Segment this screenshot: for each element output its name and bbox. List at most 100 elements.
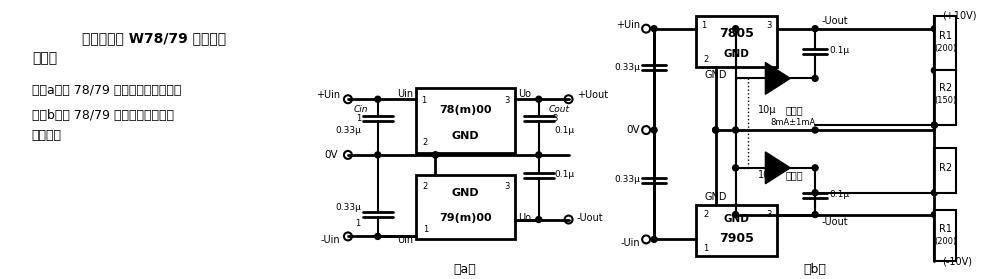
Text: 0V: 0V	[324, 150, 338, 160]
Text: 3: 3	[767, 210, 772, 219]
Circle shape	[375, 96, 381, 102]
Text: R2: R2	[939, 163, 952, 173]
Circle shape	[651, 26, 657, 32]
Text: 0.1μ: 0.1μ	[829, 190, 849, 199]
Text: -Uin: -Uin	[621, 238, 640, 248]
Text: -Uin: -Uin	[320, 235, 340, 246]
Bar	[935, 210, 956, 261]
Text: 图（b）为 78/79 升压式正负电压输: 图（b）为 78/79 升压式正负电压输	[31, 109, 174, 122]
Bar	[696, 16, 778, 68]
Circle shape	[651, 236, 657, 242]
Text: 1: 1	[356, 114, 361, 123]
Text: R1: R1	[939, 31, 952, 41]
Text: Uin: Uin	[398, 235, 413, 246]
Circle shape	[375, 234, 381, 239]
Text: 1: 1	[701, 21, 706, 30]
Circle shape	[733, 211, 738, 218]
Text: 3: 3	[505, 182, 510, 191]
Text: （b）: （b）	[803, 263, 827, 276]
Text: 2: 2	[423, 182, 428, 191]
Text: 0.1μ: 0.1μ	[555, 126, 574, 134]
Text: 2: 2	[423, 138, 428, 148]
Text: 0V: 0V	[627, 125, 640, 135]
Text: 3: 3	[767, 21, 772, 30]
Text: 2: 2	[703, 210, 708, 219]
Text: 2: 2	[703, 55, 708, 64]
Text: GND: GND	[452, 131, 479, 141]
Circle shape	[931, 190, 938, 196]
Text: +Uout: +Uout	[576, 90, 608, 100]
Polygon shape	[765, 152, 791, 184]
Text: 8mA±1mA: 8mA±1mA	[770, 118, 816, 127]
Text: GND: GND	[704, 192, 727, 202]
Text: 出电路。: 出电路。	[31, 129, 62, 141]
Text: 78(m)00: 78(m)00	[439, 105, 491, 115]
Text: GND: GND	[724, 49, 749, 59]
Bar	[935, 16, 956, 70]
Bar	[415, 88, 515, 153]
Circle shape	[931, 122, 938, 128]
Text: (+10V): (+10V)	[943, 11, 977, 21]
Text: 10μ: 10μ	[758, 105, 777, 115]
Text: +Uin: +Uin	[616, 20, 640, 30]
Text: 7905: 7905	[719, 232, 754, 245]
Circle shape	[733, 26, 738, 32]
Circle shape	[536, 217, 542, 222]
Text: Uo: Uo	[518, 89, 531, 99]
Bar	[415, 175, 515, 239]
Text: 0.33μ: 0.33μ	[335, 126, 360, 134]
Circle shape	[713, 127, 719, 133]
Text: Cout: Cout	[549, 105, 570, 114]
Text: Uo: Uo	[518, 213, 531, 223]
Text: 0.33μ: 0.33μ	[615, 175, 640, 184]
Text: GND: GND	[452, 188, 479, 198]
Circle shape	[812, 165, 818, 171]
Text: Uin: Uin	[398, 89, 413, 99]
Text: 0.1μ: 0.1μ	[555, 170, 574, 179]
Text: 10μ: 10μ	[758, 170, 777, 180]
Circle shape	[812, 127, 818, 133]
Text: -Uout: -Uout	[576, 213, 603, 223]
Text: 79(m)00: 79(m)00	[439, 213, 492, 223]
Text: GND: GND	[724, 213, 749, 223]
Text: (200): (200)	[934, 44, 956, 53]
Text: 1: 1	[703, 244, 708, 253]
Text: 3: 3	[505, 96, 510, 105]
Circle shape	[931, 26, 938, 32]
Text: 三端稳压器 W78/79 的典型应: 三端稳压器 W78/79 的典型应	[82, 32, 226, 45]
Circle shape	[733, 127, 738, 133]
Text: (200): (200)	[934, 237, 956, 246]
Text: 1: 1	[423, 225, 428, 234]
Text: +Uin: +Uin	[316, 90, 340, 100]
Circle shape	[812, 211, 818, 218]
Circle shape	[931, 122, 938, 128]
Circle shape	[733, 165, 738, 171]
Circle shape	[651, 127, 657, 133]
Text: 0.33μ: 0.33μ	[335, 203, 360, 212]
Circle shape	[432, 152, 438, 158]
Circle shape	[713, 127, 719, 133]
Text: -Uout: -Uout	[821, 16, 847, 26]
Circle shape	[931, 211, 938, 218]
Bar	[935, 148, 956, 193]
Text: R1: R1	[939, 225, 952, 234]
Text: -Uout: -Uout	[821, 217, 847, 227]
Text: 缓冲器: 缓冲器	[786, 105, 803, 115]
Circle shape	[536, 152, 542, 158]
Text: 用电路: 用电路	[31, 52, 57, 66]
Text: R2: R2	[939, 83, 952, 93]
Text: (-10V): (-10V)	[943, 256, 972, 266]
Circle shape	[812, 75, 818, 81]
Text: (150): (150)	[934, 96, 956, 105]
Text: （a）: （a）	[454, 263, 476, 276]
Text: Cin: Cin	[354, 105, 368, 114]
Text: 1: 1	[421, 96, 426, 105]
Polygon shape	[765, 62, 791, 94]
Circle shape	[812, 190, 818, 196]
Text: 缓冲器: 缓冲器	[786, 170, 803, 180]
Circle shape	[432, 152, 438, 158]
Text: 0.33μ: 0.33μ	[615, 63, 640, 72]
Text: 0.1μ: 0.1μ	[829, 46, 849, 55]
Text: 3: 3	[552, 114, 558, 123]
Circle shape	[931, 68, 938, 73]
